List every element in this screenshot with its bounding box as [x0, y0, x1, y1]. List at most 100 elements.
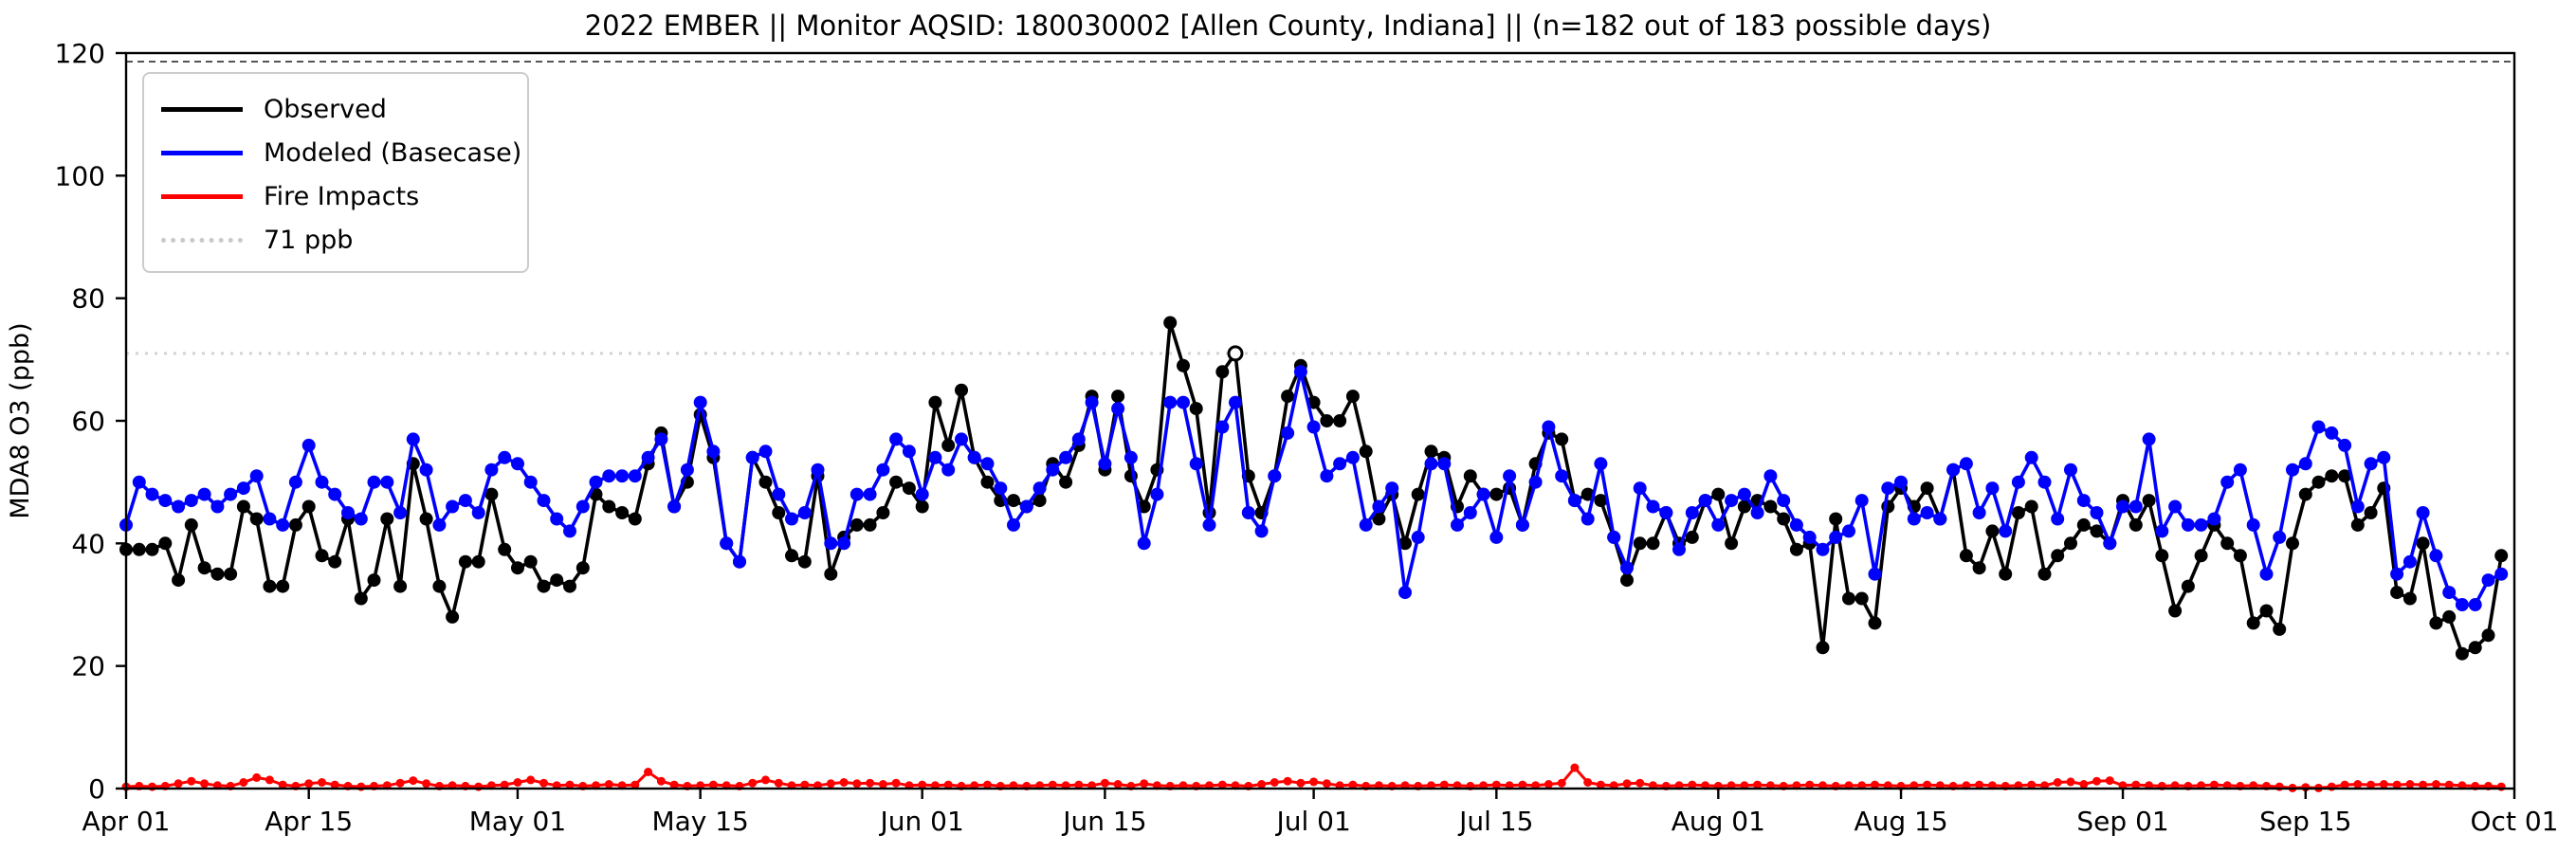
- data-point: [1451, 517, 1464, 532]
- data-point: [785, 512, 798, 526]
- data-point: [1046, 463, 1060, 477]
- data-point: [994, 481, 1008, 496]
- data-point: [1842, 524, 1855, 538]
- data-point: [380, 512, 394, 526]
- data-point: [628, 512, 642, 526]
- data-point: [393, 579, 408, 593]
- data-point: [288, 475, 302, 489]
- data-point: [1607, 530, 1621, 544]
- data-point: [2419, 780, 2428, 789]
- legend-label-fire: Fire Impacts: [264, 181, 420, 211]
- data-point: [500, 780, 509, 789]
- data-point: [1059, 450, 1073, 464]
- data-point: [1646, 536, 1660, 551]
- data-point: [395, 778, 405, 788]
- data-point: [1320, 414, 1334, 427]
- data-point: [1688, 780, 1697, 789]
- data-point: [2220, 475, 2235, 489]
- data-point: [2429, 616, 2443, 630]
- data-point: [132, 475, 146, 489]
- data-point: [641, 450, 655, 464]
- data-point: [1646, 499, 1660, 514]
- data-point: [1059, 475, 1073, 489]
- data-point: [1711, 487, 1726, 501]
- data-point: [132, 542, 146, 556]
- data-point: [2064, 536, 2077, 551]
- y-tick-label: 120: [55, 38, 105, 69]
- data-point: [889, 432, 904, 446]
- data-point: [1946, 463, 1961, 477]
- data-point: [1254, 524, 1269, 538]
- data-point: [265, 775, 274, 785]
- data-point: [2481, 628, 2495, 643]
- data-point: [2429, 549, 2443, 563]
- data-point: [758, 475, 773, 489]
- data-point: [2220, 536, 2235, 551]
- data-point: [276, 517, 290, 532]
- data-point: [1411, 487, 1425, 501]
- legend-item-fire: Fire Impacts: [144, 174, 527, 218]
- data-point: [1711, 517, 1726, 532]
- data-point: [2105, 776, 2114, 786]
- data-point: [1424, 445, 1438, 459]
- x-tick-label: Aug 01: [1672, 806, 1765, 837]
- data-point: [955, 383, 968, 397]
- data-point: [354, 591, 368, 606]
- data-point: [2402, 554, 2417, 569]
- data-point: [2011, 506, 2025, 519]
- x-tick-label: Apr 01: [82, 806, 171, 837]
- data-point: [1177, 358, 1190, 372]
- data-point: [1999, 567, 2013, 581]
- data-point: [1789, 517, 1803, 532]
- data-point: [1763, 469, 1778, 483]
- data-point: [2405, 780, 2415, 789]
- data-point: [943, 780, 953, 789]
- data-point: [800, 780, 810, 789]
- data-point: [328, 554, 342, 569]
- data-point: [2364, 506, 2378, 519]
- data-point: [2481, 573, 2495, 588]
- data-point: [2286, 536, 2299, 551]
- data-point: [318, 778, 326, 787]
- data-point: [2168, 604, 2183, 618]
- data-point: [1633, 536, 1647, 551]
- data-point: [824, 567, 838, 581]
- data-point: [1359, 445, 1373, 459]
- data-point: [654, 432, 668, 446]
- data-point: [2444, 780, 2454, 789]
- data-point: [187, 776, 196, 786]
- data-point: [1763, 499, 1778, 514]
- data-point: [200, 779, 210, 789]
- data-point: [1163, 395, 1178, 409]
- data-point: [158, 494, 173, 508]
- data-point: [1633, 481, 1647, 496]
- data-point: [2416, 506, 2430, 519]
- data-point: [1137, 499, 1151, 514]
- data-point: [2066, 777, 2075, 787]
- data-point: [1894, 475, 1908, 489]
- legend-label-threshold: 71 ppb: [264, 225, 354, 255]
- x-tick-label: Sep 15: [2259, 806, 2351, 837]
- data-point: [526, 775, 536, 785]
- data-point: [184, 494, 198, 508]
- data-point: [761, 775, 770, 785]
- data-point: [301, 438, 316, 452]
- data-point: [1555, 469, 1569, 483]
- data-point: [1113, 780, 1123, 789]
- data-point: [2273, 530, 2287, 544]
- data-point: [772, 506, 786, 519]
- data-point: [301, 499, 316, 514]
- data-point: [278, 780, 287, 789]
- data-point: [1933, 512, 1947, 526]
- data-point: [2364, 457, 2378, 471]
- data-point: [1111, 402, 1125, 416]
- data-point: [1359, 517, 1373, 532]
- data-point: [889, 475, 904, 489]
- data-point: [1594, 457, 1608, 471]
- data-point: [575, 561, 590, 575]
- x-tick-label: Jul 15: [1457, 806, 1533, 837]
- data-point: [1620, 573, 1634, 588]
- data-point: [458, 554, 472, 569]
- data-point: [2468, 641, 2482, 655]
- observed-line-swatch: [161, 106, 243, 112]
